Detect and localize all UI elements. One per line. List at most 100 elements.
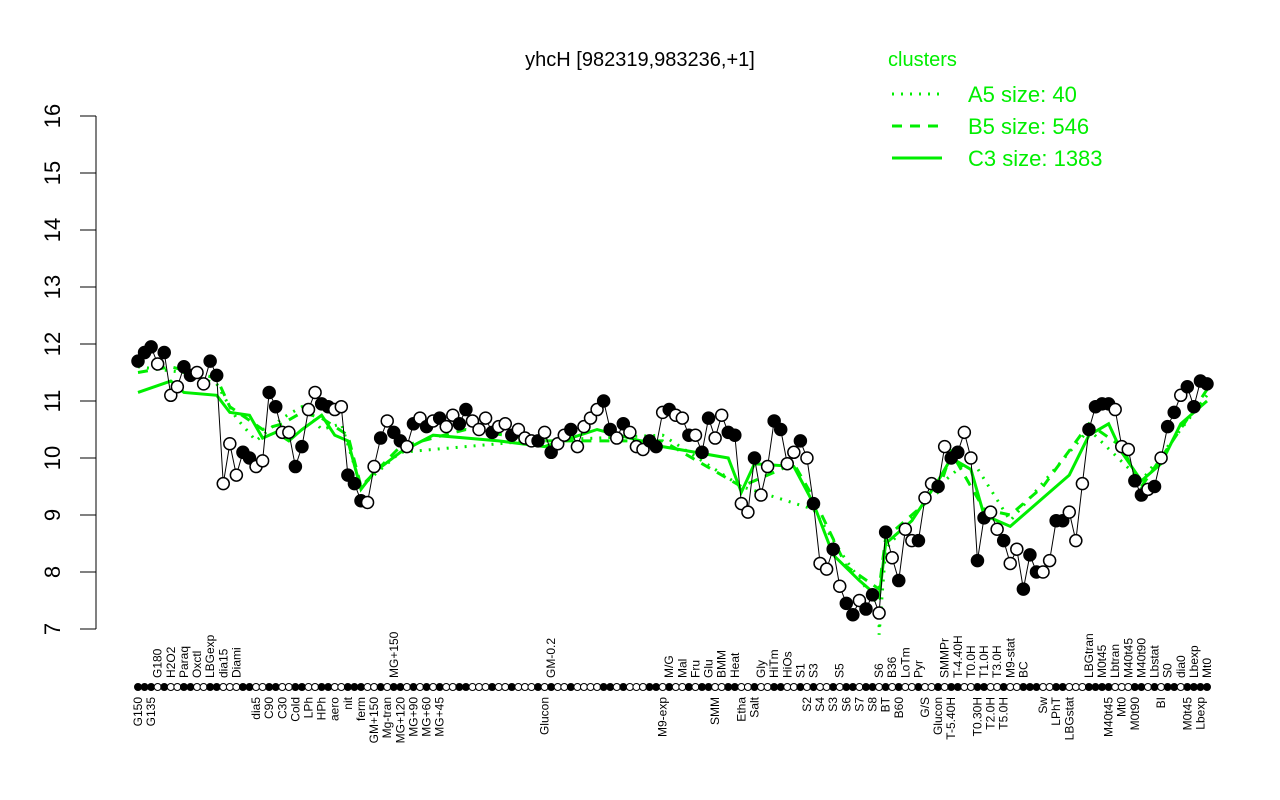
rug-point <box>625 683 634 691</box>
rug-point <box>1196 683 1205 691</box>
rug-point <box>501 683 510 691</box>
rug-point <box>737 683 746 691</box>
x-tick-label: MG+90 <box>406 697 420 737</box>
rug-point <box>802 683 811 691</box>
data-point <box>268 399 283 414</box>
data-point <box>688 428 703 442</box>
data-point <box>1042 553 1057 568</box>
x-tick-label: Salt <box>747 696 761 717</box>
rug-point <box>199 683 208 691</box>
rug-point <box>1032 683 1041 691</box>
data-point <box>675 411 690 425</box>
data-point <box>701 411 716 425</box>
x-tick-label: LoTm <box>898 647 912 678</box>
data-point <box>832 579 847 593</box>
rug-point <box>999 683 1008 691</box>
data-point <box>1082 422 1096 437</box>
data-point <box>623 425 637 440</box>
data-point <box>970 553 985 568</box>
rug-point <box>560 683 569 691</box>
data-point <box>144 340 158 354</box>
rug-point <box>579 683 588 691</box>
x-tick-label: S0 <box>1161 663 1175 678</box>
rug-point <box>1012 683 1021 691</box>
data-point <box>800 451 814 465</box>
rug-point <box>776 683 785 691</box>
x-tick-label: Etha <box>734 697 748 722</box>
data-point <box>1010 542 1024 556</box>
x-tick-label: SMM <box>708 697 722 725</box>
data-point <box>819 562 834 576</box>
rug-point <box>796 683 805 691</box>
rug-point <box>1170 683 1179 691</box>
data-point <box>262 385 276 400</box>
x-tick-label: S4 <box>813 697 827 712</box>
rug-point <box>1006 683 1015 691</box>
data-point <box>898 522 913 536</box>
data-point <box>459 402 473 417</box>
data-point <box>1069 533 1083 548</box>
rug-point <box>540 683 549 691</box>
rug-point <box>278 683 287 691</box>
data-point <box>360 495 375 510</box>
x-tick-label: Pyr <box>911 660 925 678</box>
x-tick-label: T0.0H <box>964 645 978 678</box>
rug-point <box>1176 683 1185 691</box>
rug-point <box>1084 683 1093 691</box>
rug-point <box>442 683 451 691</box>
rug-point <box>356 683 365 691</box>
data-point <box>203 354 217 368</box>
rug-point <box>573 683 582 691</box>
rug-point <box>691 683 700 691</box>
x-tick-label: C30 <box>275 697 289 719</box>
rug-point <box>1143 683 1152 691</box>
rug-point <box>317 683 326 691</box>
data-point <box>367 459 381 474</box>
x-tick-label: HiOs <box>780 651 794 678</box>
data-point <box>537 425 552 440</box>
data-point <box>937 439 952 454</box>
data-point <box>1003 556 1018 571</box>
data-point <box>1036 565 1050 579</box>
data-point <box>295 439 309 454</box>
data-point <box>1180 380 1195 394</box>
rug-point <box>599 683 608 691</box>
rug-point <box>980 683 989 691</box>
rug-point <box>1203 683 1211 691</box>
data-point <box>380 414 394 428</box>
y-tick-label: 12 <box>40 332 65 356</box>
rug-point <box>855 683 864 691</box>
data-point <box>1160 419 1175 434</box>
data-point <box>472 422 486 437</box>
x-tick-label: Lbexp <box>1193 697 1207 730</box>
rug-point <box>724 683 733 691</box>
rug-point <box>252 683 261 691</box>
rug-point <box>1052 683 1061 691</box>
x-tick-label: T-4.40H <box>951 635 965 678</box>
rug-point <box>363 683 372 691</box>
data-point <box>223 437 237 451</box>
x-tick-label: T0.30H <box>970 697 984 736</box>
data-point <box>301 402 316 417</box>
data-point <box>839 596 854 611</box>
rug-point <box>698 683 707 691</box>
x-tick-label: BMM <box>715 650 729 678</box>
x-tick-label: Glucon <box>538 697 552 735</box>
rug-point <box>947 683 956 691</box>
x-tick-label: MG+60 <box>420 697 434 737</box>
x-tick-label: T2.0H <box>984 697 998 730</box>
data-point <box>334 399 349 414</box>
rug-point <box>842 683 851 691</box>
rug-point <box>173 683 182 691</box>
rug-point <box>383 683 392 691</box>
x-tick-label: S6 <box>872 663 886 678</box>
x-tick-label: M0t45 <box>1180 697 1194 731</box>
rug-point <box>475 683 484 691</box>
x-tick-label: dia0 <box>1174 655 1188 678</box>
x-tick-label: T-5.40H <box>944 697 958 740</box>
x-tick-label: Gly <box>754 660 768 678</box>
rug-point <box>534 683 543 691</box>
rug-point <box>514 683 523 691</box>
data-point <box>787 445 801 460</box>
